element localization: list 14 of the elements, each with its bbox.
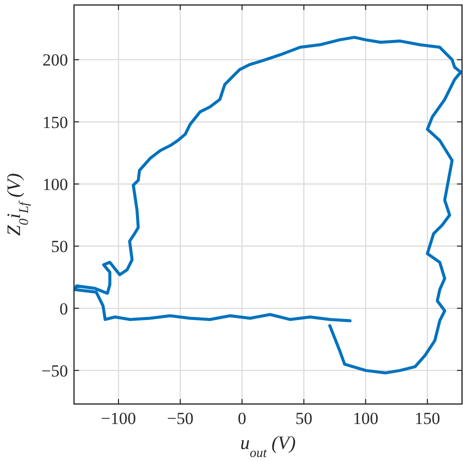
x-tick-label: 150 [414,409,440,428]
x-tick-label: −100 [100,409,136,428]
x-tick-label: 50 [295,409,312,428]
y-tick-label: −50 [41,361,68,380]
x-axis-title: u$_{out}$ (V) [240,433,296,460]
y-tick-label: 0 [60,299,68,318]
line-series [74,36,462,374]
y-tick-label: 200 [42,50,68,70]
y-tick-label: 100 [42,174,68,194]
y-tick-label: 150 [42,112,68,132]
x-tick-label: 100 [352,409,378,428]
y-tick-label: 50 [51,237,68,256]
x-tick-label: 0 [238,409,246,428]
x-tick-label: −50 [166,409,194,428]
